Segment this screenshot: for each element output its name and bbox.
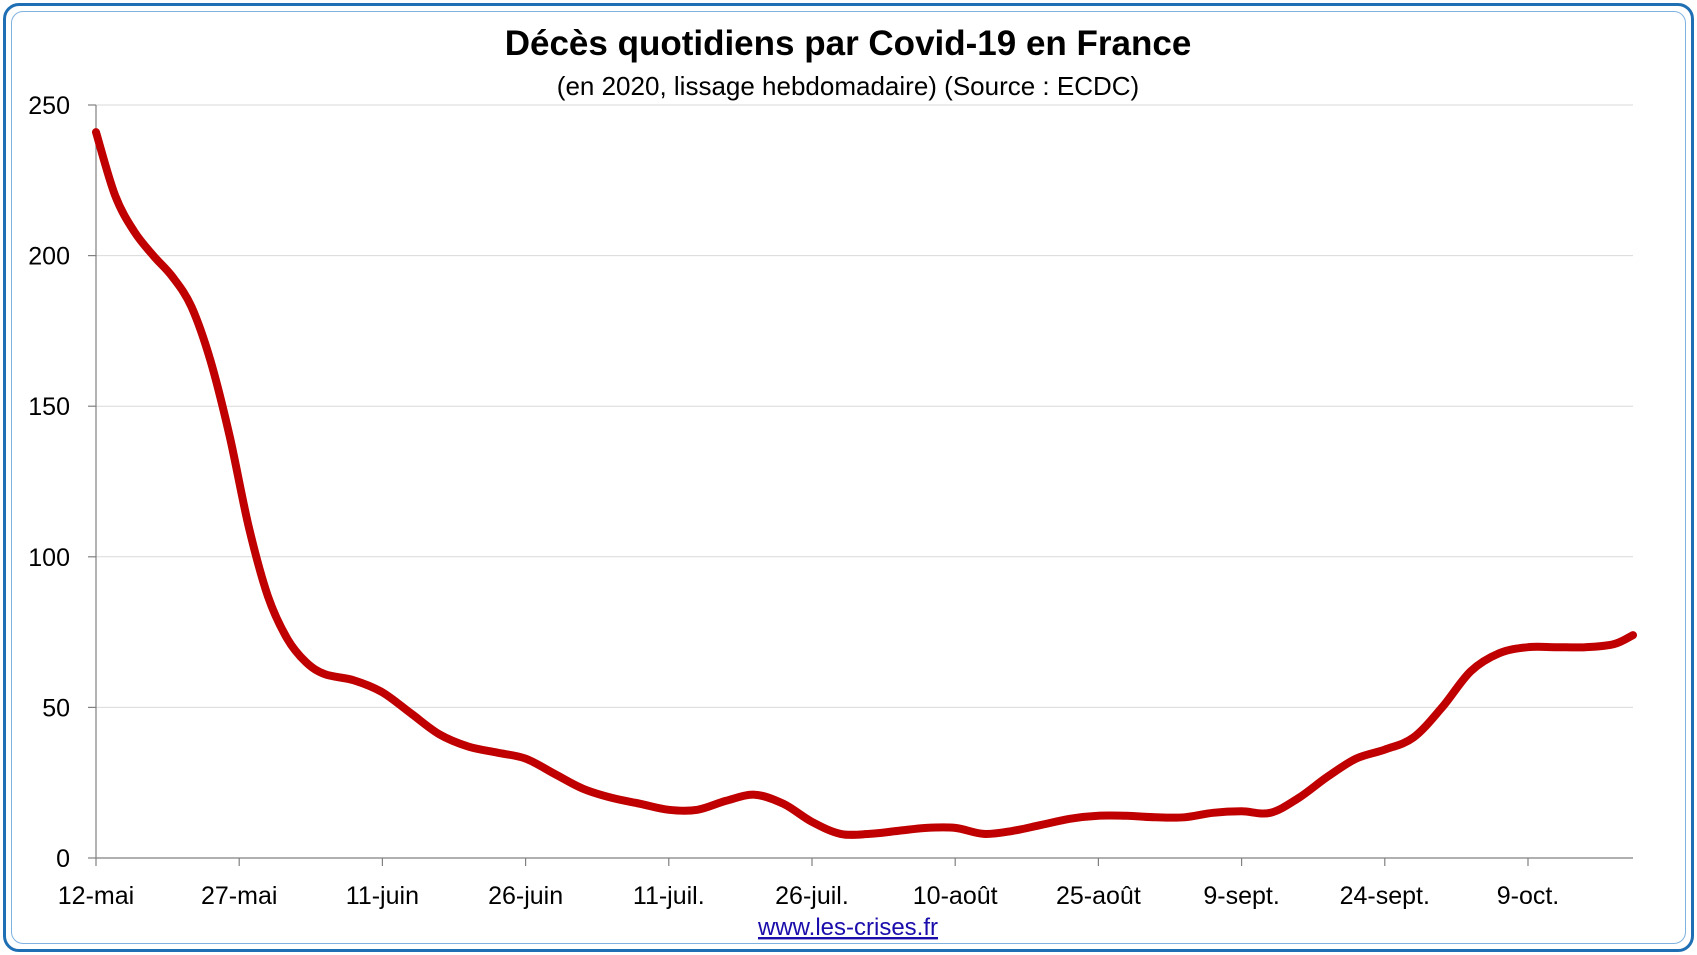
- series-group: [92, 128, 1637, 839]
- x-tick-label: 9-oct.: [1497, 882, 1560, 910]
- y-axis-ticks: 0 50 100 150 200 250: [28, 92, 96, 873]
- x-tick-label: 25-août: [1056, 882, 1141, 910]
- x-tick-label: 9-sept.: [1203, 882, 1279, 910]
- chart-title: Décès quotidiens par Covid-19 en France: [505, 24, 1192, 63]
- x-tick-label: 27-mai: [201, 882, 277, 910]
- x-tick-label: 26-juin: [488, 882, 563, 910]
- axes: [95, 105, 1633, 859]
- y-tick-label: 250: [28, 92, 70, 120]
- source-link[interactable]: www.les-crises.fr: [757, 914, 938, 941]
- chart-frame-inner-border: [11, 11, 1686, 944]
- x-axis-ticks: 12-mai 27-mai 11-juin 26-juin 11-juil. 26-jui…: [58, 858, 1559, 910]
- y-tick-label: 0: [56, 845, 70, 873]
- x-tick-label: 12-mai: [58, 882, 134, 910]
- x-tick-label: 11-juil.: [633, 882, 705, 910]
- y-tick-label: 150: [28, 393, 70, 421]
- y-tick-label: 200: [28, 243, 70, 271]
- chart-frame: [3, 3, 1694, 952]
- y-tick-label: 100: [28, 544, 70, 572]
- chart-subtitle: (en 2020, lissage hebdomadaire) (Source …: [557, 71, 1139, 101]
- gridlines: [96, 104, 1633, 708]
- x-tick-label: 11-juin: [346, 882, 419, 910]
- x-tick-label: 24-sept.: [1340, 882, 1430, 910]
- x-tick-label: 26-juil.: [775, 882, 849, 910]
- x-tick-label: 10-août: [913, 882, 998, 910]
- series-line-0: [92, 128, 1637, 839]
- y-tick-label: 50: [42, 694, 70, 722]
